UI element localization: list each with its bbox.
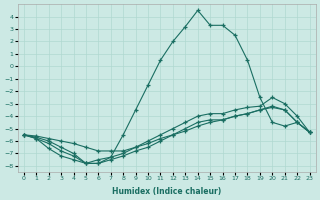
X-axis label: Humidex (Indice chaleur): Humidex (Indice chaleur) bbox=[112, 187, 221, 196]
